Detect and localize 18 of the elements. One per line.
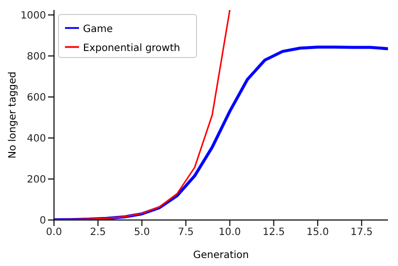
y-tick-label: 1000 [20,10,46,22]
y-tick-label: 0 [40,216,46,227]
y-tick-label: 400 [26,134,46,145]
y-tick-label: 200 [26,174,46,186]
x-tick-label: 12.5 [262,227,285,238]
legend-label: Game [83,24,113,35]
legend-label: Exponential growth [83,43,180,54]
y-tick-label: 600 [26,92,46,104]
y-tick-label: 800 [26,51,46,62]
x-tick-label: 7.5 [178,227,194,238]
x-tick-label: 5.0 [134,227,150,238]
x-tick-label: 0.0 [46,227,62,238]
x-tick-label: 15.0 [306,227,329,238]
x-tick-label: 10.0 [218,227,241,238]
y-axis-title: No longer tagged [8,71,19,159]
x-tick-label: 17.5 [350,227,373,238]
x-tick-label: 2.5 [90,227,106,238]
x-axis-title: Generation [193,250,249,261]
